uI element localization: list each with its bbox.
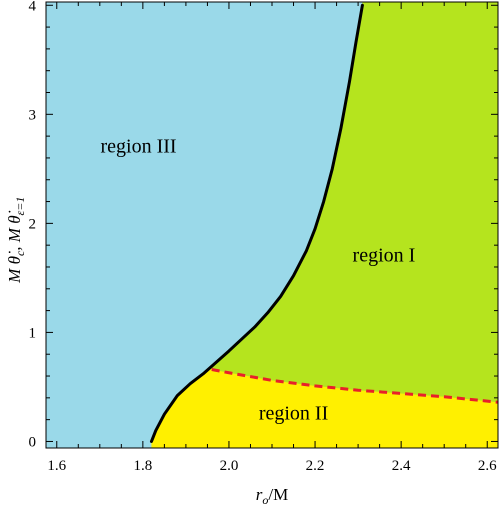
y-tick-label: 4 — [29, 0, 37, 14]
epsilon-one-curve — [211, 368, 499, 404]
x-tick-label: 1.8 — [133, 458, 152, 474]
x-tick-label: 1.6 — [47, 458, 66, 474]
region-label: region II — [259, 403, 328, 425]
critical-angular-velocity-curve — [149, 3, 364, 443]
x-tick-label: 2.2 — [306, 458, 325, 474]
x-axis-label: ro/M — [256, 485, 288, 507]
y-tick-label: 1 — [29, 325, 37, 341]
region-i-area — [151, 2, 498, 448]
region-label: region I — [353, 245, 416, 267]
x-tick-label: 2.4 — [392, 458, 411, 474]
region-label: region III — [101, 135, 177, 157]
y-axis-label: M θ̇c, M θ̇ε=1 — [5, 197, 27, 284]
y-tick-label: 2 — [29, 216, 37, 232]
region-ii-area — [151, 366, 498, 448]
y-tick-label: 3 — [29, 107, 37, 123]
x-tick-label: 2.6 — [478, 458, 497, 474]
y-tick-label: 0 — [29, 434, 37, 450]
x-tick-label: 2.0 — [220, 458, 239, 474]
